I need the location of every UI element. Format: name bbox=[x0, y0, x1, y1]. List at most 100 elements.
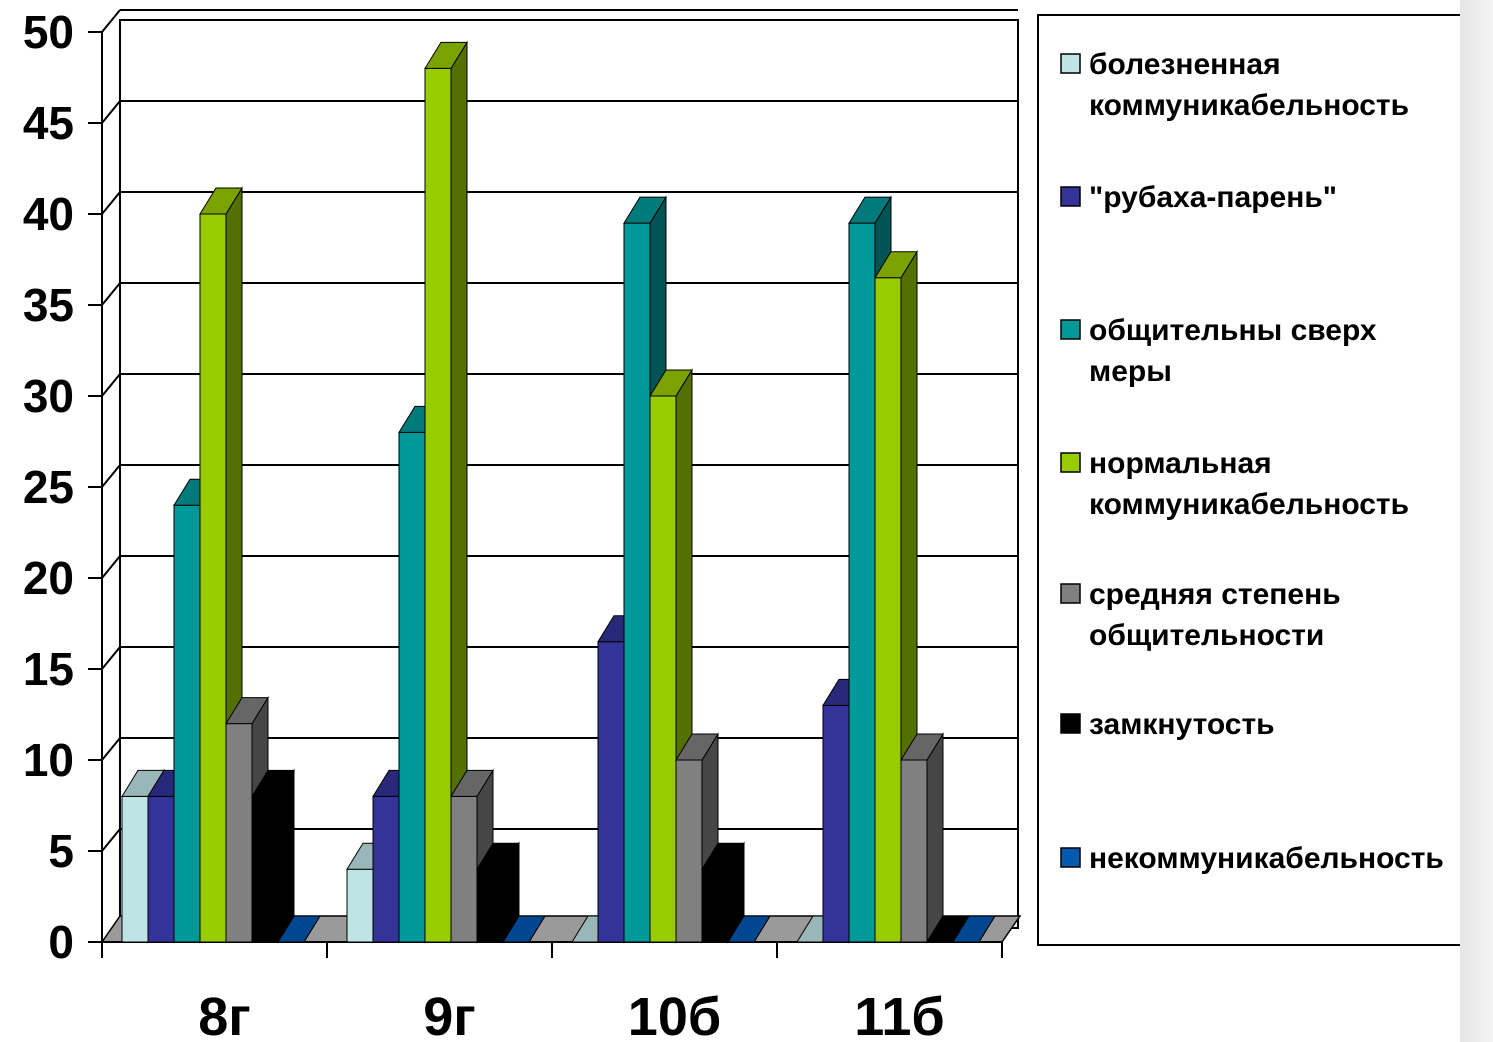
bars bbox=[121, 40, 996, 944]
legend-label: нормальная bbox=[1089, 447, 1272, 480]
legend-label: "рубаха-парень" bbox=[1089, 181, 1337, 214]
legend-swatch bbox=[1060, 319, 1081, 340]
legend-label: меры bbox=[1089, 355, 1172, 388]
y-tick-label: 35 bbox=[23, 279, 74, 331]
legend-item: замкнутость bbox=[1060, 708, 1275, 741]
legend-label: средняя степень bbox=[1089, 578, 1341, 611]
bar bbox=[424, 40, 468, 944]
x-tick-label: 9г bbox=[423, 987, 476, 1042]
bar-top bbox=[900, 733, 944, 761]
bar bbox=[476, 841, 520, 944]
gridline-side bbox=[101, 373, 121, 397]
bar-front bbox=[372, 795, 400, 943]
y-tick-label: 45 bbox=[23, 97, 74, 149]
y-tick-labels: 0 5 10 15 20 25 30 35 40 45 50 bbox=[23, 6, 74, 968]
bar-front bbox=[346, 868, 374, 943]
legend-swatch bbox=[1060, 53, 1081, 74]
bar-top bbox=[874, 251, 918, 279]
bar-top bbox=[476, 842, 520, 870]
legend-label: общительности bbox=[1089, 619, 1324, 652]
gridline-side bbox=[101, 828, 121, 852]
bar bbox=[727, 915, 771, 943]
bar-front bbox=[424, 67, 452, 943]
bar-top bbox=[502, 915, 546, 943]
y-tick-label: 10 bbox=[23, 734, 74, 786]
y-tick-label: 50 bbox=[23, 6, 74, 58]
gridline-side bbox=[101, 100, 121, 124]
bar bbox=[277, 915, 321, 943]
x-tick-labels: 8г 9г 10б 11б bbox=[198, 987, 944, 1042]
bar-front bbox=[121, 795, 149, 943]
legend-swatch bbox=[1060, 186, 1081, 207]
gridline-side bbox=[101, 737, 121, 761]
gridline-side bbox=[101, 646, 121, 670]
bar-front bbox=[597, 641, 625, 943]
bar-top bbox=[727, 915, 771, 943]
bar-top bbox=[701, 842, 745, 870]
bar-side bbox=[926, 732, 944, 944]
legend-box bbox=[1037, 14, 1489, 946]
legend-label: коммуникабельность bbox=[1089, 89, 1409, 122]
legend-label: коммуникабельность bbox=[1089, 488, 1409, 521]
bar-front bbox=[173, 504, 201, 943]
bar-top bbox=[199, 187, 243, 215]
gridline-side bbox=[101, 555, 121, 579]
gridline-side bbox=[101, 282, 121, 306]
x-tick-label: 8г bbox=[198, 987, 251, 1042]
bar-front bbox=[450, 795, 478, 943]
bar-front bbox=[675, 759, 703, 943]
y-tick-label: 20 bbox=[23, 552, 74, 604]
y-tick-label: 40 bbox=[23, 188, 74, 240]
legend-label: замкнутость bbox=[1089, 708, 1275, 741]
bar-front bbox=[147, 795, 175, 943]
bar-top bbox=[623, 196, 667, 224]
bar bbox=[701, 841, 745, 944]
bar-top bbox=[952, 915, 996, 943]
gridline-side bbox=[101, 464, 121, 488]
bar-front bbox=[225, 723, 253, 943]
gridline-side bbox=[101, 191, 121, 215]
bar-front bbox=[822, 704, 850, 943]
bar-front bbox=[874, 277, 902, 943]
legend-label: болезненная bbox=[1089, 48, 1281, 81]
legend-swatch bbox=[1060, 452, 1081, 473]
bar-top bbox=[675, 733, 719, 761]
y-tick-label: 5 bbox=[48, 825, 74, 877]
bar-front bbox=[848, 222, 876, 943]
bar-side bbox=[277, 768, 295, 944]
legend-item: некоммуникабельность bbox=[1060, 842, 1444, 875]
y-tick-label: 15 bbox=[23, 643, 74, 695]
legend-swatch bbox=[1060, 583, 1081, 604]
bar-front bbox=[398, 431, 426, 943]
bar-top bbox=[450, 769, 494, 797]
bar bbox=[251, 768, 295, 944]
bar-top bbox=[649, 369, 693, 397]
bar-top bbox=[225, 697, 269, 725]
legend-swatch bbox=[1060, 847, 1081, 868]
bar-front bbox=[623, 222, 651, 943]
bar-front bbox=[476, 868, 504, 943]
window-edge bbox=[1460, 0, 1493, 1042]
legend-item: "рубаха-парень" bbox=[1060, 181, 1337, 214]
legend-label: общительны сверх bbox=[1089, 314, 1377, 347]
bar-front bbox=[900, 759, 928, 943]
y-tick-label: 25 bbox=[23, 461, 74, 513]
gridline-side bbox=[101, 9, 121, 33]
legend-label: некоммуникабельность bbox=[1089, 842, 1444, 875]
x-tick-label: 10б bbox=[628, 987, 721, 1042]
legend-item: нормальная коммуникабельность bbox=[1060, 447, 1409, 521]
bar bbox=[649, 368, 693, 944]
legend-swatch bbox=[1060, 713, 1081, 734]
x-tick-label: 11б bbox=[854, 987, 944, 1042]
bar bbox=[502, 915, 546, 943]
bar-front bbox=[199, 213, 227, 943]
bar-front bbox=[649, 395, 677, 943]
bar bbox=[952, 915, 996, 943]
bar-front bbox=[701, 868, 729, 943]
legend: болезненная коммуникабельность "рубаха-пар… bbox=[1037, 14, 1489, 946]
legend-item: средняя степень общительности bbox=[1060, 578, 1341, 652]
bar-top bbox=[277, 915, 321, 943]
legend-item: болезненная коммуникабельность bbox=[1060, 48, 1409, 122]
bar-top bbox=[251, 769, 295, 797]
